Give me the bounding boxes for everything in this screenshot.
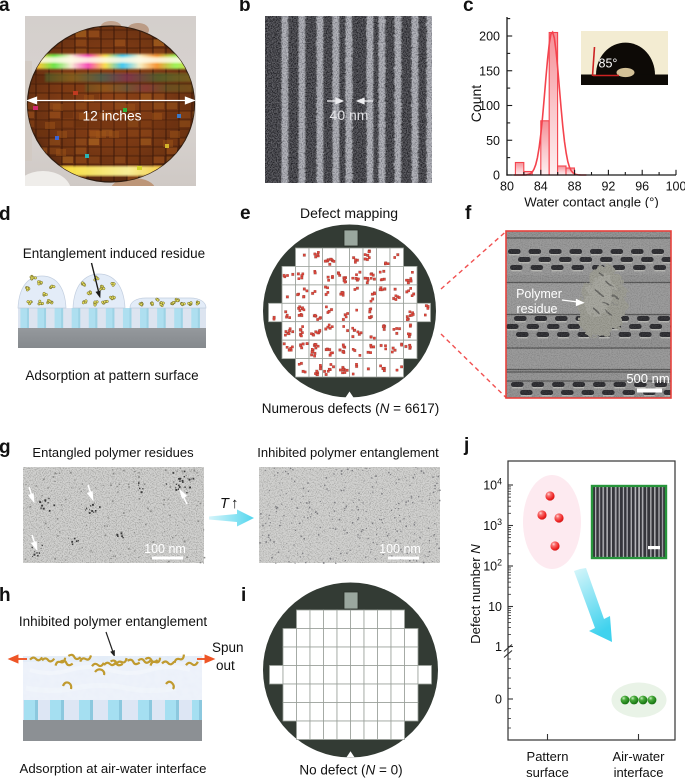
svg-text:interface: interface: [614, 765, 664, 780]
svg-text:100 nm: 100 nm: [144, 542, 186, 556]
svg-text:No defect (N = 0): No defect (N = 0): [299, 763, 402, 778]
svg-text:103: 103: [483, 517, 502, 533]
svg-text:Pattern: Pattern: [527, 749, 569, 764]
svg-text:Defect mapping: Defect mapping: [300, 205, 398, 221]
svg-text:Numerous defects (N = 6617): Numerous defects (N = 6617): [262, 401, 439, 416]
svg-text:102: 102: [483, 558, 502, 574]
svg-text:1: 1: [495, 640, 502, 654]
svg-text:0: 0: [495, 692, 502, 706]
svg-text:residue: residue: [517, 302, 558, 316]
svg-text:100: 100: [666, 180, 685, 194]
svg-text:104: 104: [483, 477, 502, 493]
svg-text:Entangled polymer residues: Entangled polymer residues: [32, 445, 194, 460]
svg-text:↑: ↑: [231, 495, 239, 512]
svg-text:96: 96: [635, 180, 649, 194]
svg-text:Defect number N: Defect number N: [468, 544, 483, 644]
svg-text:92: 92: [601, 180, 615, 194]
svg-text:85°: 85°: [599, 57, 618, 71]
svg-text:Adsorption at pattern surface: Adsorption at pattern surface: [25, 368, 198, 383]
svg-text:150: 150: [479, 64, 500, 78]
svg-text:88: 88: [568, 180, 582, 194]
svg-text:12 inches: 12 inches: [82, 109, 141, 124]
svg-text:Polymer: Polymer: [516, 287, 562, 301]
svg-text:Spun: Spun: [212, 640, 244, 655]
svg-text:Count: Count: [468, 85, 484, 122]
svg-text:200: 200: [479, 30, 500, 44]
svg-text:0: 0: [493, 169, 500, 183]
svg-text:Inhibited polymer entanglement: Inhibited polymer entanglement: [257, 445, 439, 460]
svg-text:T: T: [220, 496, 230, 512]
svg-text:84: 84: [534, 180, 548, 194]
svg-text:80: 80: [500, 180, 514, 194]
svg-text:Entanglement induced residue: Entanglement induced residue: [23, 246, 205, 261]
svg-text:out: out: [216, 658, 235, 673]
svg-text:100 nm: 100 nm: [379, 542, 421, 556]
svg-text:Adsorption at air-water interf: Adsorption at air-water interface: [20, 761, 207, 776]
svg-text:surface: surface: [526, 765, 569, 780]
svg-text:100: 100: [479, 99, 500, 113]
svg-text:Air-water: Air-water: [612, 749, 665, 764]
svg-text:Water contact angle (°): Water contact angle (°): [524, 195, 659, 209]
svg-text:500 nm: 500 nm: [626, 371, 669, 386]
svg-text:10: 10: [488, 600, 502, 614]
svg-text:Inhibited polymer entanglement: Inhibited polymer entanglement: [19, 614, 208, 629]
svg-text:50: 50: [486, 134, 500, 148]
svg-text:40 nm: 40 nm: [330, 107, 369, 123]
